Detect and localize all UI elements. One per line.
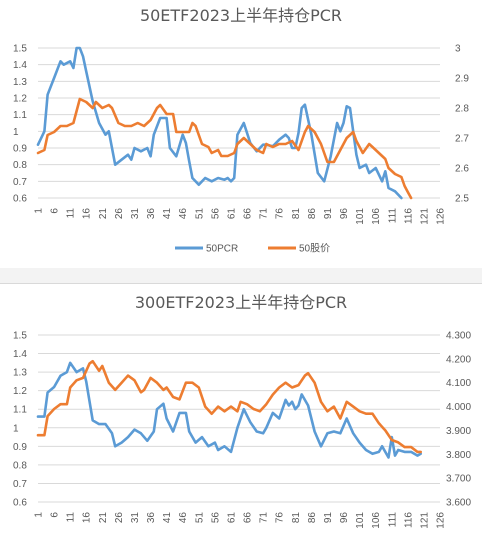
x-tick-label: 1: [34, 208, 45, 214]
y-right-tick-label: 2.8: [455, 104, 469, 115]
x-tick-label: 106: [371, 512, 382, 529]
y-left-tick-label: 1.3: [13, 77, 27, 88]
x-tick-label: 36: [146, 208, 157, 220]
chart-title: 50ETF2023上半年持仓PCR: [140, 6, 342, 25]
y-left-tick-label: 0.9: [13, 144, 27, 155]
x-tick-label: 126: [436, 512, 447, 529]
x-tick-label: 81: [291, 512, 302, 524]
x-tick-label: 26: [114, 512, 125, 524]
y-right-tick-label: 3: [455, 44, 461, 55]
x-tick-label: 51: [194, 208, 205, 220]
series-line-50股价: [36, 97, 413, 200]
legend-label: 50PCR: [206, 244, 238, 255]
x-tick-label: 61: [226, 512, 237, 524]
x-tick-label: 116: [403, 208, 414, 224]
y-right-tick-label: 2.7: [455, 134, 469, 145]
x-tick-label: 21: [98, 208, 109, 220]
x-tick-label: 111: [387, 512, 398, 528]
y-left-tick-label: 0.6: [13, 498, 27, 509]
y-left-tick-label: 0.8: [13, 460, 27, 471]
x-tick-label: 31: [130, 512, 141, 524]
x-tick-label: 51: [194, 512, 205, 524]
y-right-tick-label: 4.000: [446, 402, 471, 413]
y-right-tick-label: 3.900: [446, 426, 471, 437]
x-tick-label: 31: [130, 208, 141, 220]
legend-label: 50股价: [299, 243, 330, 255]
y-left-tick-label: 0.7: [13, 177, 27, 188]
x-tick-label: 86: [307, 512, 318, 524]
y-left-tick-label: 1: [13, 127, 19, 138]
y-left-tick-label: 0.7: [13, 479, 27, 490]
x-tick-label: 101: [355, 208, 366, 225]
x-tick-label: 66: [243, 512, 254, 524]
y-right-tick-label: 3.700: [446, 474, 471, 485]
x-tick-label: 86: [307, 208, 318, 220]
y-right-tick-label: 2.9: [455, 74, 469, 85]
y-left-tick-label: 1.2: [13, 386, 27, 397]
series-line-50PCR: [36, 46, 403, 200]
y-right-tick-label: 3.600: [446, 498, 471, 509]
y-left-tick-label: 0.9: [13, 442, 27, 453]
chart-panel-300etf: 300ETF2023上半年持仓PCR 0.6 0.7 0.8 0.9 1 1.1 1.2 1.3…: [0, 283, 482, 545]
x-tick-label: 16: [82, 208, 93, 220]
y-left-tick-label: 1.4: [13, 60, 27, 71]
x-tick-label: 1: [34, 512, 45, 518]
y-right-tick-label: 4.100: [446, 378, 471, 389]
chart-title: 300ETF2023上半年持仓PCR: [135, 293, 347, 312]
y-left-tick-label: 1.5: [13, 331, 27, 342]
x-tick-label: 71: [259, 512, 270, 524]
y-left-tick-label: 1.3: [13, 368, 27, 379]
x-tick-label: 91: [323, 208, 334, 220]
y-right-tick-label: 4.200: [446, 354, 471, 365]
x-tick-label: 76: [275, 208, 286, 220]
x-tick-label: 41: [162, 512, 173, 524]
x-tick-label: 96: [339, 512, 350, 524]
x-tick-label: 61: [226, 208, 237, 220]
x-tick-label: 41: [162, 208, 173, 220]
y-right-tick-label: 4.300: [446, 331, 471, 342]
x-tick-label: 121: [419, 208, 430, 225]
y-left-tick-label: 1.4: [13, 349, 27, 360]
y-left-tick-label: 1.1: [13, 405, 27, 416]
y-right-tick-label: 2.6: [455, 164, 469, 175]
chart-panel-50etf: 50ETF2023上半年持仓PCR 0.6 0.7 0.8 0.9 1 1.1 1.2 1.3 1…: [0, 0, 482, 269]
x-tick-label: 106: [371, 208, 382, 225]
x-tick-label: 121: [419, 512, 430, 529]
x-tick-label: 6: [50, 512, 61, 518]
x-tick-label: 91: [323, 512, 334, 524]
x-tick-label: 81: [291, 208, 302, 220]
x-tick-label: 96: [339, 208, 350, 220]
x-tick-label: 56: [210, 512, 221, 524]
x-tick-label: 66: [243, 208, 254, 220]
x-tick-label: 11: [66, 208, 77, 219]
x-tick-label: 126: [436, 208, 447, 225]
chart-separator: [0, 268, 482, 283]
x-tick-label: 6: [50, 208, 61, 214]
y-left-tick-label: 0.6: [13, 194, 27, 205]
x-tick-label: 76: [275, 512, 286, 524]
y-left-tick-label: 1.5: [13, 44, 27, 55]
x-tick-label: 46: [178, 208, 189, 220]
x-tick-label: 11: [66, 512, 77, 523]
x-tick-label: 26: [114, 208, 125, 220]
series-line-300PCR: [36, 361, 422, 459]
y-left-tick-label: 1: [13, 423, 19, 434]
y-right-tick-label: 2.5: [455, 194, 469, 205]
y-left-tick-label: 1.2: [13, 94, 27, 105]
x-tick-label: 16: [82, 512, 93, 524]
x-tick-label: 116: [403, 512, 414, 528]
y-left-tick-label: 0.8: [13, 160, 27, 171]
x-tick-label: 101: [355, 512, 366, 529]
x-tick-label: 21: [98, 512, 109, 524]
x-tick-label: 56: [210, 208, 221, 220]
x-tick-label: 46: [178, 512, 189, 524]
chart-50etf: 50ETF2023上半年持仓PCR 0.6 0.7 0.8 0.9 1 1.1 1.2 1.3 1…: [13, 6, 469, 255]
y-left-tick-label: 1.1: [13, 110, 27, 121]
y-right-tick-label: 3.800: [446, 450, 471, 461]
x-tick-label: 111: [387, 208, 398, 224]
x-tick-label: 71: [259, 208, 270, 220]
chart-300etf: 300ETF2023上半年持仓PCR 0.6 0.7 0.8 0.9 1 1.1 1.2 1.3…: [13, 293, 471, 529]
series-line-300股价: [36, 359, 422, 454]
x-tick-label: 36: [146, 512, 157, 524]
